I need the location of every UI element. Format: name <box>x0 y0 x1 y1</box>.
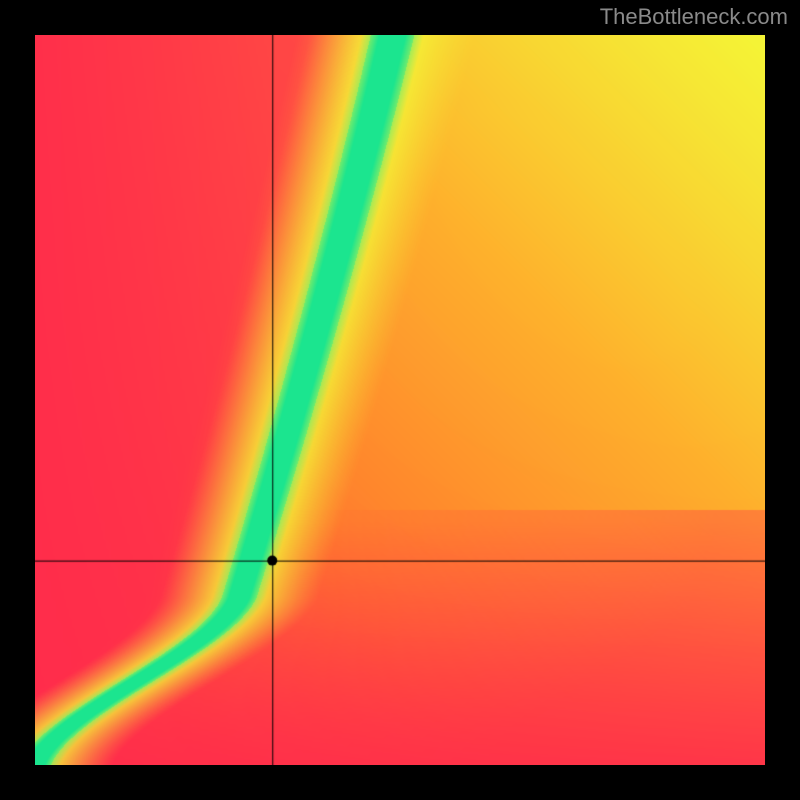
heatmap-canvas <box>35 35 765 765</box>
chart-container: TheBottleneck.com <box>0 0 800 800</box>
watermark-text: TheBottleneck.com <box>600 4 788 30</box>
plot-area <box>35 35 765 765</box>
